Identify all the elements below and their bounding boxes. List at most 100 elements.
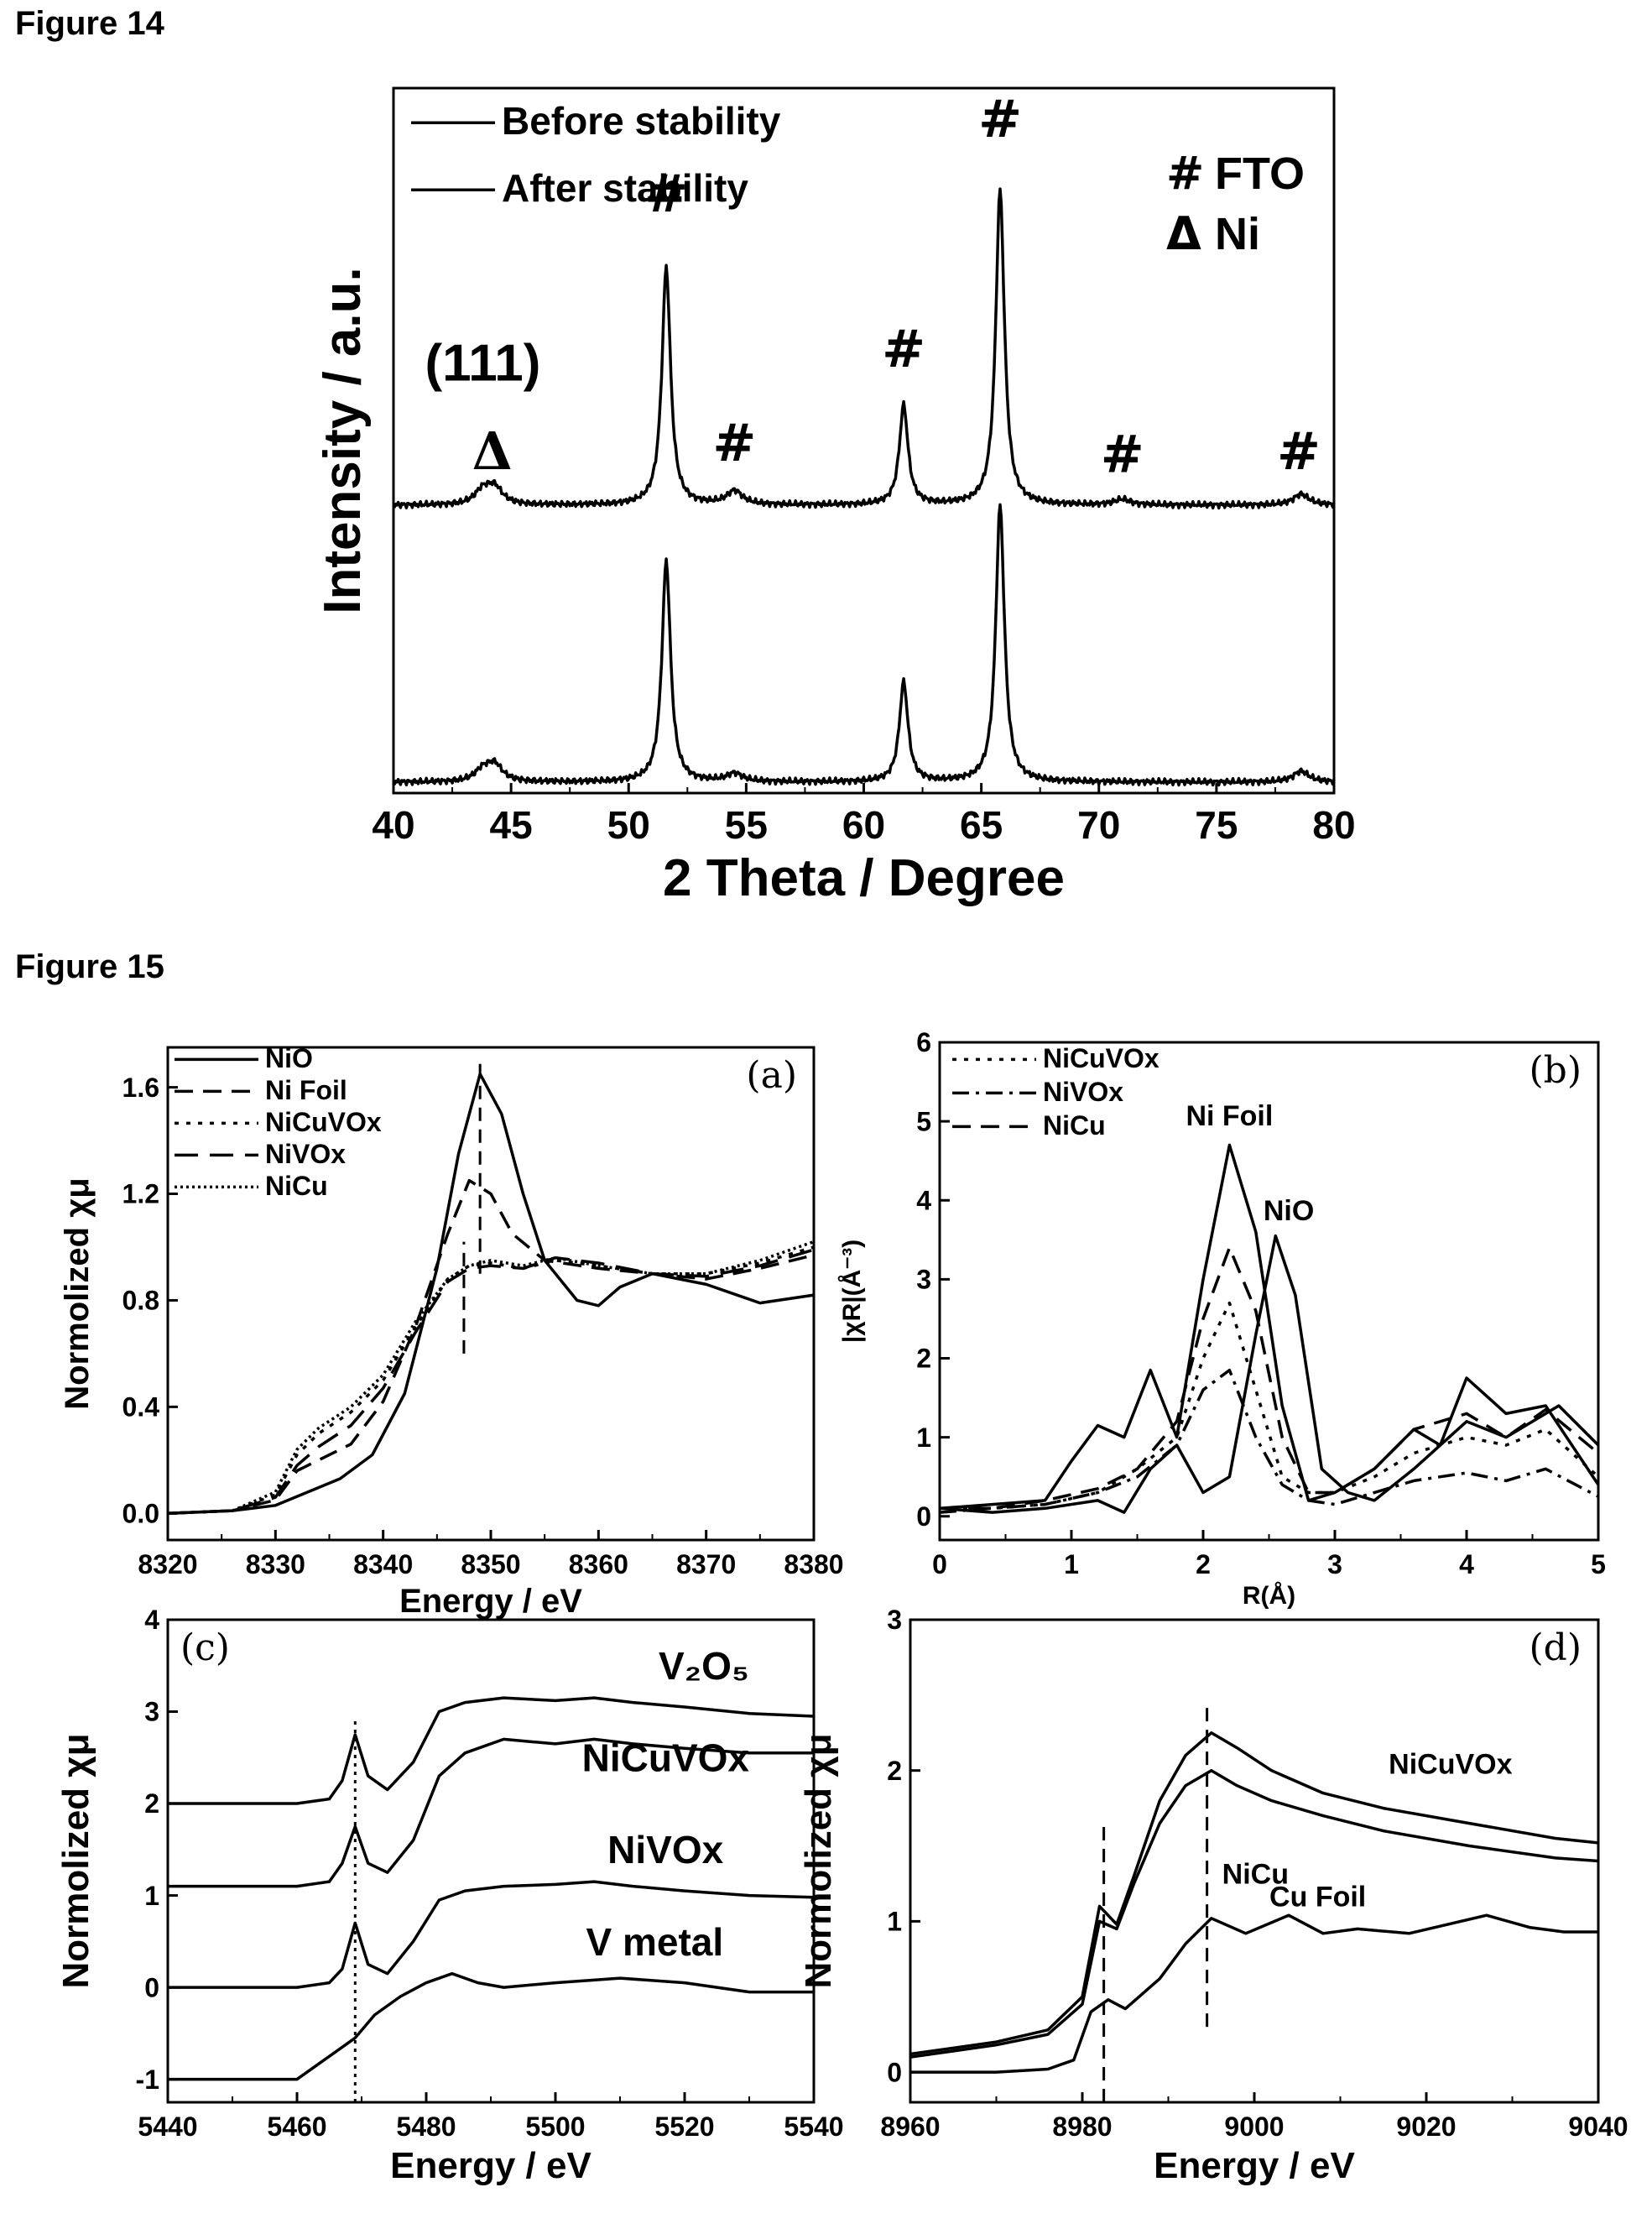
- fig15c-x-tick-label: 5440: [138, 2112, 197, 2142]
- fig15b-annotation: Ni Foil: [1186, 1100, 1273, 1132]
- fig15d-y-tick-label: 1: [887, 1907, 902, 1937]
- fig15a-legend-label-ni-foil: Ni Foil: [265, 1075, 347, 1105]
- fig15b-legend-label-nivox: NiVOx: [1043, 1077, 1123, 1107]
- fig15c-x-tick-label: 5480: [396, 2112, 456, 2142]
- fig15b-legend-label-nicuvox: NiCuVOx: [1043, 1043, 1160, 1073]
- fig15a-x-tick-label: 8350: [461, 1549, 520, 1579]
- fig15d-x-tick-label: 8960: [880, 2112, 940, 2142]
- fig15a-legend-label-nio: NiO: [265, 1043, 313, 1073]
- fig15b-y-tick-label: 1: [916, 1422, 931, 1453]
- fig14-annotation: #: [644, 163, 688, 224]
- fig14-marker-symbol-fto: #: [1166, 147, 1204, 200]
- fig15c-series-v2o5: [168, 1737, 814, 1888]
- fig14-y-axis-label: Intensity / a.u.: [314, 267, 372, 613]
- fig15b-y-tick-label: 2: [916, 1344, 931, 1374]
- fig15b-x-tick-label: 5: [1591, 1549, 1606, 1579]
- figure-14-xrd-chart: 40 45 50 55 60 65 70 75 80 2 Theta / Degree Intens…: [314, 86, 1356, 907]
- fig15b-annotation: NiO: [1264, 1195, 1314, 1227]
- figure-14-label: Figure 14: [15, 5, 164, 42]
- fig15d-x-tick-label: 8980: [1052, 2112, 1112, 2142]
- fig15d-x-axis-label: Energy / eV: [1154, 2145, 1355, 2186]
- fig15b-legend-label-nicu: NiCu: [1043, 1110, 1106, 1141]
- fig15c-y-tick-label: 4: [144, 1605, 159, 1635]
- fig14-x-tick-label: 70: [1077, 803, 1120, 847]
- fig15b-y-tick-label: 0: [916, 1501, 931, 1532]
- fig15a-legend-label-nivox: NiVOx: [265, 1139, 346, 1169]
- figure-15c-vanadium-chart: 5440 5460 5480 5500 5520 5540 -1 0 1 2 3 4 Energy / …: [55, 1605, 844, 2186]
- fig15a-legend-label-nicu: NiCu: [265, 1171, 328, 1201]
- fig15a-y-tick-label: 0.0: [122, 1498, 159, 1528]
- fig15b-series-nivox: [939, 1368, 1599, 1514]
- fig15c-y-tick-label: 0: [144, 1972, 159, 2002]
- fig15c-y-tick-label: 1: [144, 1881, 159, 1911]
- fig14-x-tick-label: 65: [960, 803, 1003, 847]
- fig15b-x-tick-label: 3: [1327, 1549, 1342, 1579]
- fig15a-series-nivox: [167, 1248, 815, 1516]
- fig15b-y-tick-label: 6: [916, 1027, 931, 1057]
- fig14-annotation: #: [1101, 423, 1144, 484]
- fig14-annotation: #: [1277, 420, 1321, 482]
- fig15b-series-nio: [939, 1234, 1600, 1514]
- fig14-annotation: #: [978, 88, 1022, 149]
- fig15c-series-label-v-o: V₂O₅: [659, 1644, 749, 1688]
- fig15a-x-tick-label: 8370: [676, 1549, 736, 1579]
- fig15a-panel-label: (a): [746, 1054, 797, 1097]
- fig14-annotation: #: [712, 412, 756, 473]
- fig15b-series-nicu: [940, 1245, 1600, 1511]
- fig15d-series-nicuvox: [909, 1731, 1599, 2056]
- fig15a-x-axis-label: Energy / eV: [399, 1583, 582, 1620]
- fig15c-panel-label: (c): [180, 1626, 230, 1669]
- fig15c-x-axis-label: Energy / eV: [390, 2145, 591, 2186]
- fig15b-x-tick-label: 1: [1064, 1549, 1079, 1579]
- fig15b-y-tick-label: 3: [916, 1265, 931, 1295]
- fig15c-series-label-nicuvox: NiCuVOx: [582, 1736, 750, 1780]
- fig15a-y-tick-label: 0.8: [122, 1286, 159, 1316]
- fig15c-y-axis-label: Normolized χμ: [55, 1733, 96, 1988]
- fig14-legend-label-after-stability: After stability: [502, 166, 748, 210]
- fig15d-panel-label: (d): [1530, 1626, 1582, 1669]
- fig14-series-before-stability: [392, 187, 1336, 510]
- fig15c-x-tick-label: 5500: [525, 2112, 585, 2142]
- fig15d-series-label-nicu: NiCu: [1222, 1858, 1289, 1890]
- fig14-x-tick-label: 80: [1312, 803, 1355, 847]
- fig15c-series-label-nivox: NiVOx: [607, 1828, 723, 1871]
- fig15a-x-tick-label: 8380: [784, 1549, 843, 1579]
- fig15d-x-tick-label: 9000: [1224, 2112, 1284, 2142]
- fig15c-y-tick-label: 2: [144, 1788, 159, 1819]
- fig14-x-tick-label: 50: [607, 803, 650, 847]
- fig14-annotation: (111): [425, 335, 541, 393]
- fig15b-x-tick-label: 4: [1459, 1549, 1474, 1579]
- fig14-x-axis-label: 2 Theta / Degree: [663, 849, 1065, 907]
- fig15b-x-tick-label: 2: [1196, 1549, 1211, 1579]
- fig15a-y-axis-label: Normolized χμ: [59, 1177, 96, 1409]
- fig15a-y-tick-label: 1.2: [122, 1179, 159, 1209]
- fig15c-y-tick-label: -1: [136, 2065, 159, 2095]
- fig15b-y-axis-label: |χR|(Å⁻³): [838, 1240, 866, 1343]
- fig15c-x-tick-label: 5540: [784, 2112, 843, 2142]
- fig15b-x-tick-label: 0: [932, 1549, 947, 1579]
- fig15c-series-nicuvox: [168, 1696, 815, 1805]
- fig15b-x-axis-label: R(Å): [1243, 1582, 1295, 1610]
- fig14-series-after-stability: [392, 503, 1336, 787]
- fig15c-y-tick-label: 3: [144, 1697, 159, 1727]
- fig15b-y-tick-label: 4: [916, 1185, 931, 1215]
- fig14-legend-label-before-stability: Before stability: [502, 99, 781, 143]
- fig14-x-tick-label: 40: [372, 803, 414, 847]
- fig14-marker-legend-fto: FTO: [1215, 149, 1305, 199]
- fig15d-y-tick-label: 2: [887, 1756, 902, 1786]
- fig15c-series-label-v-metal: V metal: [586, 1920, 724, 1964]
- fig15a-x-tick-label: 8360: [569, 1549, 628, 1579]
- fig15a-x-tick-label: 8330: [246, 1549, 305, 1579]
- figure-15a-xanes-chart: 8320 8330 8340 8350 8360 8370 8380 0.0 0.4 0.8 1.2…: [59, 1043, 844, 1620]
- fig15c-x-tick-label: 5460: [267, 2112, 326, 2142]
- fig15a-series-nio: [167, 1072, 815, 1516]
- figure-15d-copper-chart: 8960 8980 9000 9020 9040 0 1 2 3 Energy / eV Normo…: [798, 1605, 1629, 2186]
- fig15d-series-label-cu-foil: Cu Foil: [1269, 1881, 1366, 1913]
- fig15d-y-tick-label: 3: [887, 1605, 902, 1635]
- fig15c-x-tick-label: 5520: [654, 2112, 714, 2142]
- fig15a-series-nicuvox: [167, 1245, 815, 1516]
- fig15a-series-ni-foil: [167, 1178, 815, 1516]
- fig15a-y-tick-label: 1.6: [122, 1073, 159, 1103]
- fig14-annotation: Δ: [472, 420, 513, 482]
